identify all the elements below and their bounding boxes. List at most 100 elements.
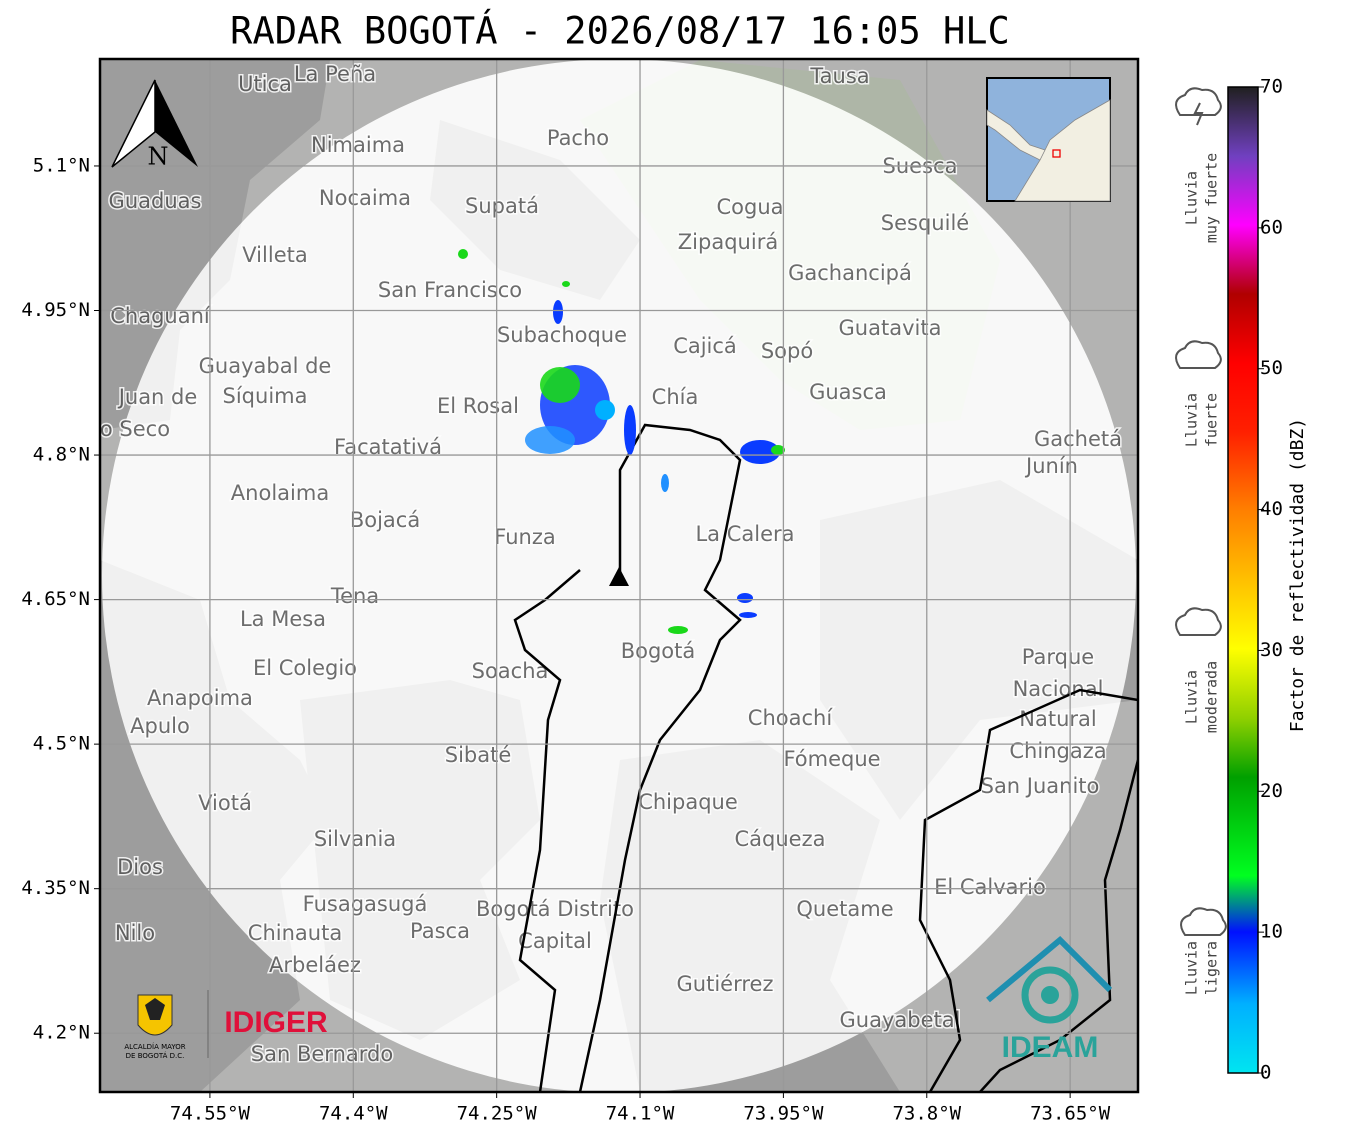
place-label: San Bernardo: [251, 1042, 393, 1066]
place-label: Sopó: [761, 339, 813, 363]
bogota-boundary: [513, 423, 742, 1092]
map: Utica La Peña TausaPachoNimaimaSuescaGuadu…: [100, 59, 1138, 1092]
place-label: Bojacá: [350, 508, 420, 532]
lon-tick-label: 73.65°W: [1030, 1103, 1111, 1125]
radar-site: [609, 567, 629, 586]
place-label: Pacho: [547, 126, 609, 150]
place-label: Bogotá Distrito: [476, 897, 634, 921]
place-label: Sesquilé: [881, 211, 969, 235]
place-label: Parque: [1022, 645, 1094, 669]
inset-map: [986, 77, 1111, 202]
ideam-text: IDEAM: [1002, 1031, 1099, 1064]
lat-tick-label: 4.95°N: [21, 299, 90, 321]
north-label: N: [148, 143, 169, 171]
place-label: Anolaima: [231, 481, 329, 505]
place-label: o Seco: [100, 417, 170, 441]
department-boundary: [918, 688, 1138, 1092]
place-label: Cogua: [716, 195, 783, 219]
lon-tick-label: 74.55°W: [170, 1103, 251, 1125]
rain-legend-text: Lluvia: [1183, 941, 1201, 995]
title: RADAR BOGOTÁ - 2026/08/17 16:05 HLC: [230, 9, 1010, 53]
place-label: Fusagasugá: [303, 892, 428, 916]
colorbar-tick-label: 10: [1260, 921, 1283, 943]
place-label: Guatavita: [839, 316, 942, 340]
ideam-logo: IDEAM: [986, 935, 1113, 1064]
rain-legend-text: fuerte: [1203, 393, 1221, 447]
place-label: Nimaima: [311, 133, 405, 157]
graticule: [100, 59, 1138, 1092]
map-frame: [98, 57, 1140, 1094]
lat-tick-label: 4.8°N: [33, 444, 90, 466]
place-label: Guayabal de: [199, 354, 332, 378]
colorbar-tick-label: 40: [1260, 498, 1283, 520]
lon-tick-label: 73.95°W: [743, 1103, 824, 1125]
colorbar-tick-label: 30: [1260, 639, 1283, 661]
alcaldia-text: ALCALDÍA MAYOR: [124, 1042, 185, 1051]
place-label: Tausa: [809, 64, 869, 88]
place-label: Cáqueza: [735, 827, 826, 851]
place-label: Utica: [238, 72, 292, 96]
colorbar-tick-label: 0: [1260, 1062, 1271, 1084]
idiger-logo: IDIGER: [224, 1006, 328, 1039]
colorbar: [1227, 86, 1259, 1074]
lat-tick-label: 5.1°N: [33, 154, 90, 176]
lat-tick-label: 4.65°N: [21, 588, 90, 610]
place-label: Guayabetal: [840, 1008, 961, 1032]
lat-tick-label: 4.5°N: [33, 733, 90, 755]
rain-legend-text: ligera: [1203, 941, 1221, 995]
place-label: Tena: [330, 584, 379, 608]
place-label: La Calera: [695, 522, 794, 546]
place-label: Guaduas: [109, 189, 202, 213]
rain-legend-text: Lluvia: [1183, 670, 1201, 724]
place-label: San Francisco: [378, 278, 522, 302]
place-label: Capital: [518, 929, 592, 953]
lat-tick-label: 4.35°N: [21, 877, 90, 899]
lon-tick-label: 74.25°W: [457, 1103, 538, 1125]
place-label: Apulo: [130, 714, 190, 738]
lon-tick-label: 74.1°W: [606, 1103, 675, 1125]
place-label: Soacha: [472, 659, 549, 683]
colorbar-tick-label: 50: [1260, 357, 1283, 379]
place-label: Nocaima: [319, 186, 411, 210]
place-labels: Utica La Peña TausaPachoNimaimaSuescaGuadu…: [100, 61, 1124, 1068]
place-label: Villeta: [242, 243, 307, 267]
place-label: Bogotá: [621, 639, 696, 663]
place-label: Chingaza: [1009, 739, 1106, 763]
place-label: Anapoima: [147, 686, 253, 710]
place-label: Gachancipá: [788, 261, 912, 285]
rain-legend-text: Lluvia: [1183, 171, 1201, 225]
place-label: Zipaquirá: [678, 230, 778, 254]
place-label: Pasca: [410, 919, 470, 943]
rain-legend-text: Lluvia: [1183, 393, 1201, 447]
rain-legend-text: moderada: [1203, 661, 1221, 733]
place-label: Funza: [494, 525, 555, 549]
place-label: La Peña: [294, 62, 376, 86]
alcaldia-logo: ALCALDÍA MAYOR DE BOGOTÁ D.C. IDIGER: [124, 990, 328, 1060]
place-label: Guasca: [809, 380, 887, 404]
place-label: Viotá: [198, 791, 252, 815]
colorbar-tick-label: 20: [1260, 780, 1283, 802]
place-label: Gutiérrez: [677, 972, 774, 996]
colorbar-label: Factor de reflectividad (dBZ): [1287, 418, 1308, 732]
place-label: Supatá: [465, 194, 539, 218]
lat-tick-label: 4.2°N: [33, 1022, 90, 1044]
place-label: Cajicá: [673, 334, 737, 358]
place-label: Sibaté: [445, 743, 512, 767]
radar-echoes: [458, 249, 785, 634]
colorbar-tick-label: 70: [1260, 76, 1283, 98]
colorbar-tick-label: 60: [1260, 216, 1283, 238]
place-label: Síquima: [223, 384, 308, 408]
place-label: Silvania: [314, 827, 396, 851]
place-label: Nilo: [115, 921, 155, 945]
place-label: El Rosal: [437, 394, 519, 418]
place-label: Juan de: [117, 385, 198, 409]
place-label: Subachoque: [497, 323, 627, 347]
place-label: Chinauta: [248, 921, 342, 945]
place-label: El Calvario: [934, 875, 1046, 899]
rain-icons: [1175, 87, 1227, 936]
place-label: San Juanito: [981, 774, 1100, 798]
place-label: Fómeque: [783, 747, 880, 771]
place-label: Chía: [652, 385, 699, 409]
